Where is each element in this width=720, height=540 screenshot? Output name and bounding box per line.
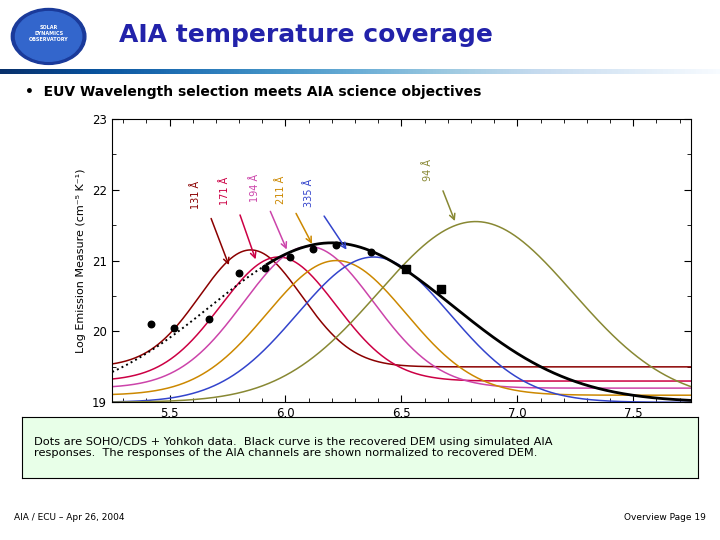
Point	[259, 264, 271, 272]
Text: AIA temperature coverage: AIA temperature coverage	[119, 23, 492, 47]
Text: Dots are SOHO/CDS + Yohkoh data.  Black curve is the recovered DEM using simulat: Dots are SOHO/CDS + Yohkoh data. Black c…	[34, 437, 552, 458]
Text: 94 Å: 94 Å	[423, 159, 433, 181]
Point	[366, 248, 377, 256]
Text: AIA / ECU – Apr 26, 2004: AIA / ECU – Apr 26, 2004	[14, 513, 125, 522]
Circle shape	[12, 9, 86, 64]
Text: •  EUV Wavelength selection meets AIA science objectives: • EUV Wavelength selection meets AIA sci…	[24, 85, 481, 99]
Text: 171 Å: 171 Å	[220, 177, 230, 205]
Circle shape	[16, 11, 82, 62]
Point	[330, 241, 342, 249]
X-axis label: Log Te (K): Log Te (K)	[369, 426, 434, 438]
Text: Overview Page 19: Overview Page 19	[624, 513, 706, 522]
Point	[435, 285, 446, 293]
Point	[203, 314, 215, 323]
Point	[145, 320, 157, 329]
Point	[168, 323, 180, 332]
Text: 211 Å: 211 Å	[276, 176, 286, 204]
Text: SOLAR
DYNAMICS
OBSERVATORY: SOLAR DYNAMICS OBSERVATORY	[29, 25, 68, 42]
Point	[307, 245, 319, 254]
Text: 335 Å: 335 Å	[304, 178, 314, 207]
Point	[233, 269, 245, 278]
Text: 131 Å: 131 Å	[192, 181, 201, 209]
Y-axis label: Log Emission Measure (cm⁻⁵ K⁻¹): Log Emission Measure (cm⁻⁵ K⁻¹)	[76, 168, 86, 353]
Point	[284, 253, 296, 261]
Text: 194 Å: 194 Å	[251, 173, 261, 202]
Point	[400, 265, 412, 273]
